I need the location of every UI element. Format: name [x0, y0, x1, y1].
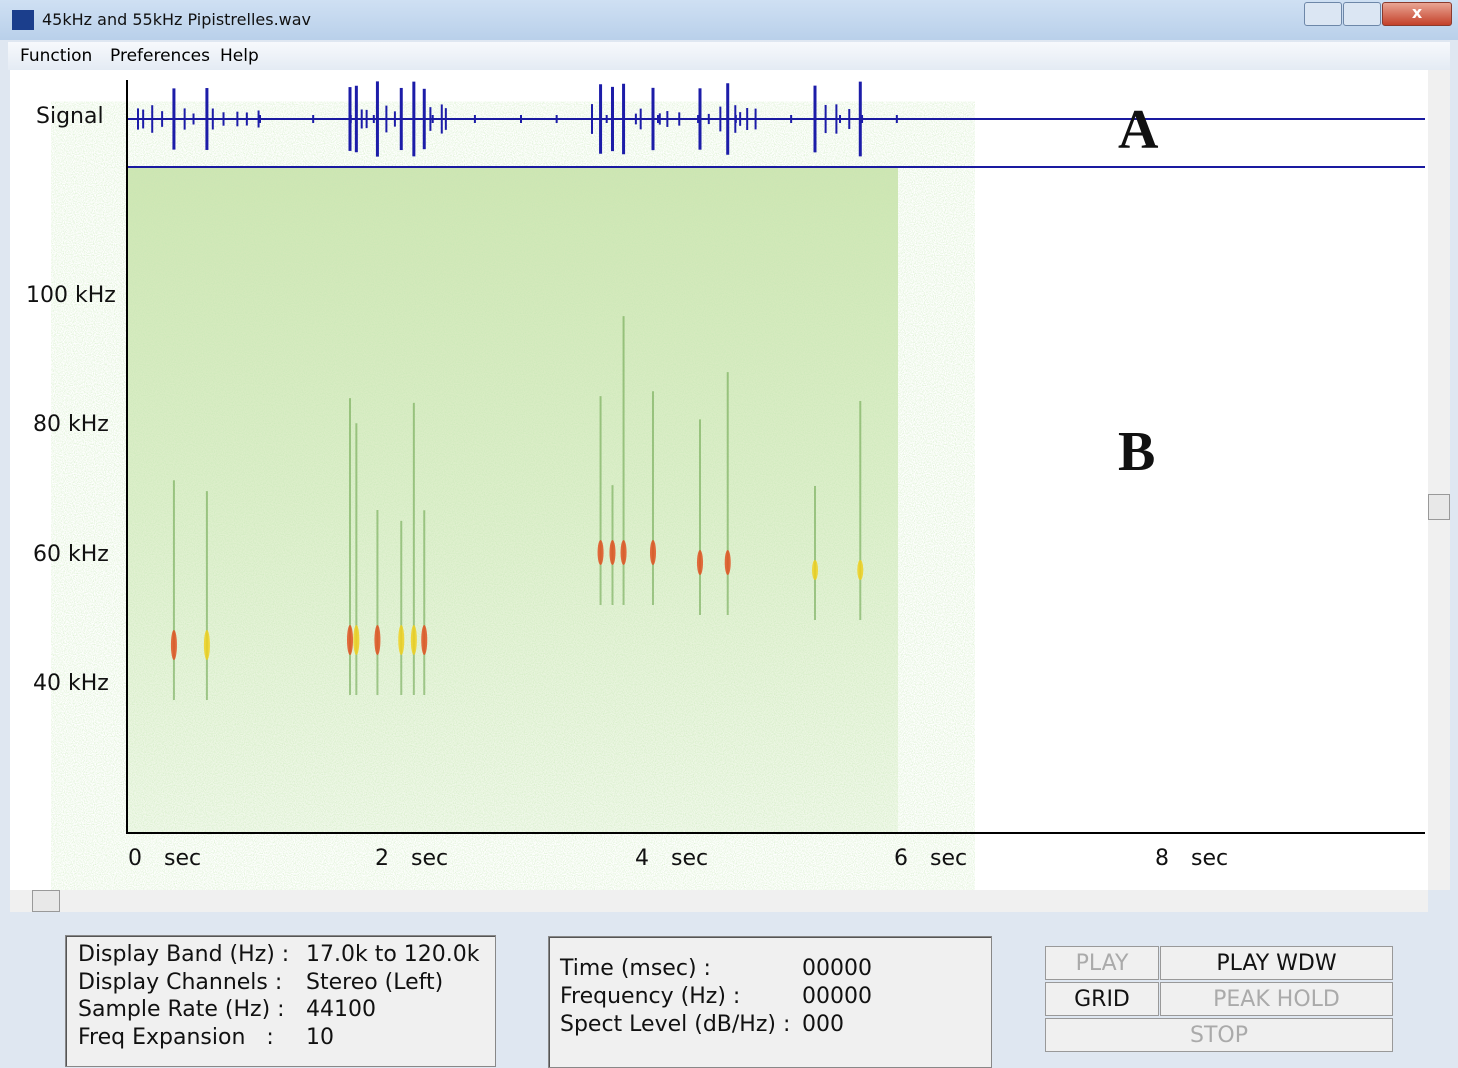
call-blob [374, 625, 380, 655]
button: PEAK HOLD [1160, 982, 1393, 1016]
app-icon [12, 10, 34, 30]
call-blob [347, 625, 353, 655]
signal-label: Signal [36, 104, 104, 129]
window-title: 45kHz and 55kHz Pipistrelles.wav [42, 10, 311, 29]
call-blob [725, 550, 731, 575]
time-unit: sec [411, 846, 448, 871]
horizontal-scrollbar[interactable] [10, 890, 1428, 912]
setting-label: Sample Rate (Hz) : [78, 997, 285, 1022]
display-panel: Signal 100 kHz 80 kHz 60 kHz 40 kHz 0 sec 2 sec 4… [10, 70, 1428, 890]
call-blob [353, 625, 359, 655]
app-window: 45kHz and 55kHz Pipistrelles.wav x Funct… [0, 0, 1458, 1059]
time-unit: sec [671, 846, 708, 871]
annotation: A [1118, 98, 1158, 162]
button: STOP [1045, 1018, 1393, 1052]
annotation: B [1118, 420, 1155, 484]
scroll-thumb[interactable] [1428, 494, 1450, 520]
frequency-label: 100 kHz [26, 283, 116, 308]
cursor-value: 000 [802, 1012, 844, 1037]
time-label: 6 [894, 846, 908, 871]
spectrogram-noise [128, 168, 898, 833]
time-unit: sec [930, 846, 967, 871]
setting-value: 44100 [306, 997, 376, 1022]
call-blob [411, 625, 417, 655]
cursor-value: 00000 [802, 956, 872, 981]
time-unit: sec [164, 846, 201, 871]
setting-value: Stereo (Left) [306, 970, 443, 995]
menu-item[interactable]: Function [20, 46, 92, 66]
button[interactable]: PLAY WDW [1160, 946, 1393, 980]
display [10, 70, 1428, 890]
call-blob [697, 550, 703, 575]
call-blob [421, 625, 427, 655]
call-blob [812, 560, 818, 580]
call-blob [598, 540, 604, 565]
time-unit: sec [1191, 846, 1228, 871]
setting-label: Display Band (Hz) : [78, 942, 289, 967]
close-button[interactable]: x [1382, 2, 1452, 26]
button[interactable]: GRID [1045, 982, 1159, 1016]
setting-value: 10 [306, 1025, 334, 1050]
time-label: 4 [635, 846, 649, 871]
menu-item[interactable]: Help [220, 46, 259, 66]
vertical-scrollbar[interactable] [1428, 70, 1450, 890]
setting-label: Display Channels : [78, 970, 282, 995]
call-blob [857, 560, 863, 580]
call-blob [609, 540, 615, 565]
call-blob [204, 630, 210, 660]
cursor-value: 00000 [802, 984, 872, 1009]
setting-label: Freq Expansion : [78, 1025, 274, 1050]
title-bar: 45kHz and 55kHz Pipistrelles.wav x [0, 0, 1458, 40]
frequency-label: 60 kHz [33, 542, 109, 567]
frequency-label: 80 kHz [33, 412, 109, 437]
time-label: 8 [1155, 846, 1169, 871]
time-label: 0 [128, 846, 142, 871]
time-label: 2 [375, 846, 389, 871]
cursor-label: Time (msec) : [560, 956, 711, 981]
call-blob [398, 625, 404, 655]
frequency-label: 40 kHz [33, 671, 109, 696]
button: PLAY [1045, 946, 1159, 980]
cursor-label: Frequency (Hz) : [560, 984, 740, 1009]
minimize-button[interactable] [1304, 2, 1342, 26]
call-blob [650, 540, 656, 565]
menu-bar: Function Preferences Help [8, 42, 1450, 70]
call-blob [621, 540, 627, 565]
cursor-label: Spect Level (dB/Hz) : [560, 1012, 790, 1037]
menu-item[interactable]: Preferences [110, 46, 210, 66]
setting-value: 17.0k to 120.0k [306, 942, 480, 967]
call-blob [171, 630, 177, 660]
maximize-button[interactable] [1343, 2, 1381, 26]
scroll-thumb[interactable] [32, 890, 60, 912]
